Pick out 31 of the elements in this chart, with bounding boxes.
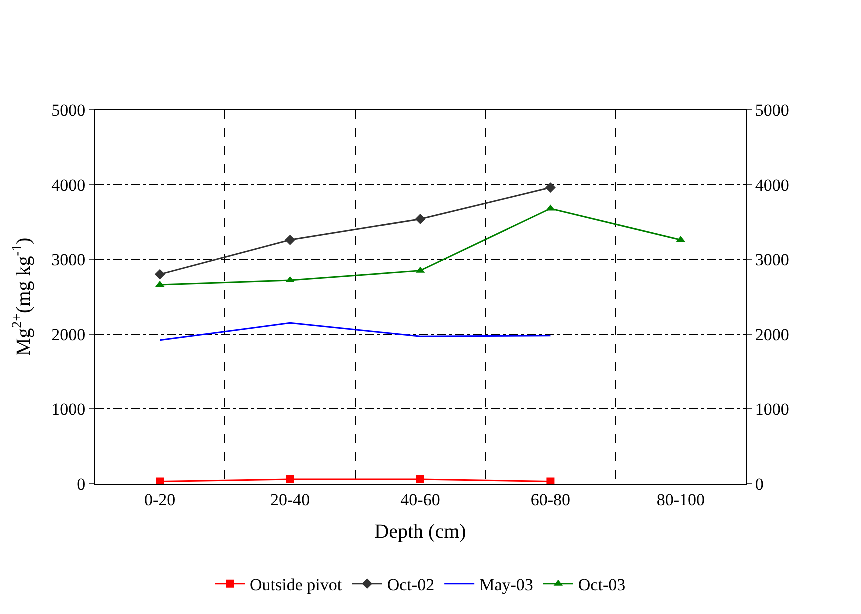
y2-tick-label: 4000 (755, 176, 790, 195)
point (415, 214, 426, 224)
y2-tick-label: 2000 (755, 325, 790, 344)
y-tick-label: 5000 (52, 100, 86, 120)
x-tick-label: 40-60 (400, 490, 440, 510)
y2-tick-label: 5000 (755, 100, 790, 120)
x-axis-title: Depth (cm) (374, 520, 466, 543)
y2-tick-label: 0 (755, 474, 764, 494)
point (416, 476, 424, 484)
point (285, 234, 296, 246)
y2-tick-label: 3000 (755, 250, 790, 270)
point (156, 478, 164, 484)
y2-tick-label: 1000 (755, 400, 790, 420)
legend-label: Oct-02 (387, 575, 435, 594)
legend-label: Outside pivot (250, 575, 342, 594)
x-tick-label: 20-40 (270, 490, 310, 510)
point (546, 182, 556, 193)
y-tick-label: 0 (77, 474, 86, 494)
point (546, 478, 555, 484)
line-series (159, 322, 552, 342)
y-tick-label: 2000 (52, 325, 86, 344)
x-tick-label: 0-20 (144, 490, 176, 510)
y-tick-label: 4000 (52, 176, 86, 195)
point (154, 269, 166, 280)
legend-label: Oct-03 (578, 575, 626, 594)
y-tick-label: 1000 (52, 400, 86, 420)
point (286, 476, 294, 484)
x-tick-label: 60-80 (530, 490, 571, 510)
y-tick-label: 3000 (52, 250, 86, 270)
legend-label: May-03 (480, 575, 534, 594)
x-tick-label: 80-100 (656, 490, 705, 510)
